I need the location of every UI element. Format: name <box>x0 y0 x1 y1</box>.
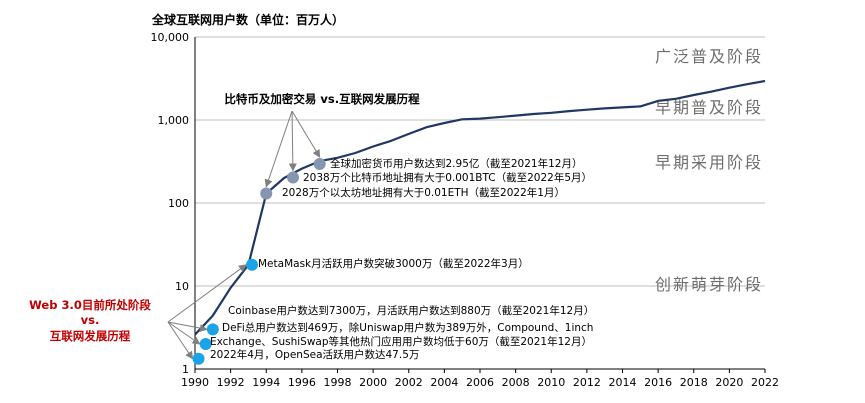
x-tick-label: 2008 <box>502 376 530 389</box>
x-tick-label: 2014 <box>609 376 637 389</box>
series-line-path <box>194 79 766 336</box>
stage-label: 早期采用阶段 <box>655 153 763 172</box>
annotation-arrow <box>167 264 247 323</box>
x-tick-label: 1998 <box>324 376 352 389</box>
blue-marker <box>206 323 219 336</box>
x-tick-label: 2000 <box>359 376 387 389</box>
stage-label: 创新萌芽阶段 <box>655 275 763 294</box>
web3-label: 互联网发展历程 <box>50 329 131 343</box>
x-tick-label: 2012 <box>573 376 601 389</box>
x-tick-label: 1990 <box>181 376 209 389</box>
blue-marker <box>199 338 212 351</box>
axes: 1 10 100 1,000 10,000 1990 1992 1994 1996 1998 200… <box>151 31 780 389</box>
annotation-text: 全球加密货币用户数达到2.95亿（截至2021年12月） <box>330 157 582 170</box>
annotation-text: 2038万个比特币地址拥有大于0.001BTC（截至2022年5月） <box>303 171 592 184</box>
x-tick-label: 1994 <box>252 376 280 389</box>
annotation-arrows <box>167 110 321 360</box>
annotation-text: Coinbase用户数达到7300万，月活跃用户数达到880万（截至2021年1… <box>228 304 594 317</box>
x-tick-label: 2002 <box>395 376 423 389</box>
annotation-text: DeFi总用户数达到469万，除Uniswap用户数为389万外，Compoun… <box>222 321 593 334</box>
annotation-arrow <box>167 321 194 360</box>
y-tick-label: 10,000 <box>151 31 190 44</box>
gridlines <box>195 36 765 287</box>
stage-label: 广泛普及阶段 <box>655 47 763 66</box>
gray-marker <box>313 158 326 171</box>
x-tick-label: 2020 <box>715 376 743 389</box>
annotation-arrow <box>291 110 321 158</box>
gray-marker <box>260 187 273 200</box>
x-tick-label: 2016 <box>644 376 672 389</box>
series-line <box>194 79 766 336</box>
x-tick-label: 1992 <box>217 376 245 389</box>
y-tick-label: 1 <box>182 363 189 376</box>
y-tick-label: 10 <box>175 280 189 293</box>
web3-label: vs. <box>81 313 100 327</box>
web3-label: Web 3.0目前所处阶段 <box>29 298 151 312</box>
annotation-arrow <box>264 110 293 188</box>
x-tick-label: 1996 <box>288 376 316 389</box>
data-markers <box>192 158 326 365</box>
annotation-arrow <box>167 321 208 333</box>
blue-marker <box>246 258 258 271</box>
annotation-text: 2028万个以太坊地址拥有大于0.01ETH（截至2022年1月） <box>282 186 565 199</box>
annotation-arrow <box>288 110 297 172</box>
x-tick-label: 2004 <box>430 376 458 389</box>
x-tick-label: 2022 <box>751 376 779 389</box>
annotation-text: Exchange、SushiSwap等其他热门应用用户数均低于60万（截至202… <box>210 335 592 348</box>
blue-marker <box>192 352 205 365</box>
annotation-text: MetaMask月活跃用户数突破3000万（截至2022年3月） <box>258 257 529 270</box>
x-tick-label: 2010 <box>537 376 565 389</box>
y-tick-label: 1,000 <box>158 114 190 127</box>
x-tick-label: 2006 <box>466 376 494 389</box>
y-tick-label: 100 <box>168 197 189 210</box>
annotation-arrow <box>167 321 201 345</box>
annotation-text: 2022年4月，OpenSea活跃用户数达47.5万 <box>210 348 419 361</box>
chart-title: 全球互联网用户数（单位：百万人） <box>151 12 344 27</box>
x-tick-label: 2018 <box>680 376 708 389</box>
gray-marker <box>286 171 299 184</box>
group-label: 比特币及加密交易 vs.互联网发展历程 <box>224 92 420 106</box>
stage-label: 早期普及阶段 <box>655 98 763 117</box>
annotations: 全球加密货币用户数达到2.95亿（截至2021年12月）2038万个比特币地址拥… <box>210 157 594 361</box>
